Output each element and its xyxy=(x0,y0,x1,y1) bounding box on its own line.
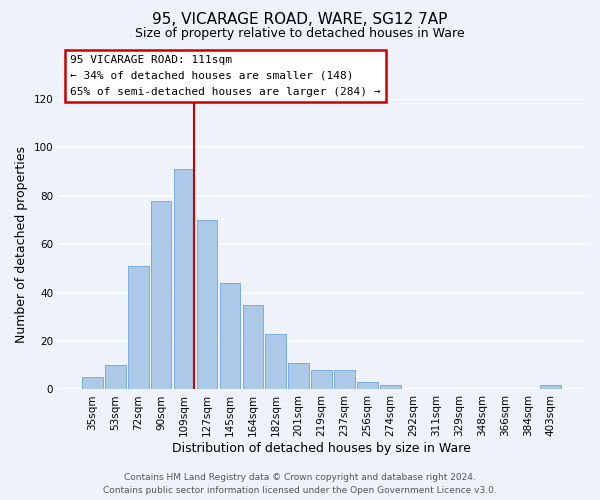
Bar xyxy=(380,384,401,390)
Text: 95 VICARAGE ROAD: 111sqm
← 34% of detached houses are smaller (148)
65% of semi-: 95 VICARAGE ROAD: 111sqm ← 34% of detach… xyxy=(70,56,380,96)
Bar xyxy=(174,169,194,390)
Bar xyxy=(265,334,286,390)
Bar xyxy=(357,382,378,390)
Bar xyxy=(311,370,332,390)
Bar xyxy=(105,366,125,390)
Bar xyxy=(82,378,103,390)
Y-axis label: Number of detached properties: Number of detached properties xyxy=(15,146,28,342)
Bar xyxy=(197,220,217,390)
Bar xyxy=(541,384,561,390)
X-axis label: Distribution of detached houses by size in Ware: Distribution of detached houses by size … xyxy=(172,442,471,455)
Bar xyxy=(151,200,172,390)
Bar xyxy=(334,370,355,390)
Text: Size of property relative to detached houses in Ware: Size of property relative to detached ho… xyxy=(135,28,465,40)
Bar xyxy=(220,283,240,390)
Bar xyxy=(242,304,263,390)
Text: Contains HM Land Registry data © Crown copyright and database right 2024.
Contai: Contains HM Land Registry data © Crown c… xyxy=(103,473,497,495)
Text: 95, VICARAGE ROAD, WARE, SG12 7AP: 95, VICARAGE ROAD, WARE, SG12 7AP xyxy=(152,12,448,28)
Bar xyxy=(289,363,309,390)
Bar xyxy=(128,266,149,390)
